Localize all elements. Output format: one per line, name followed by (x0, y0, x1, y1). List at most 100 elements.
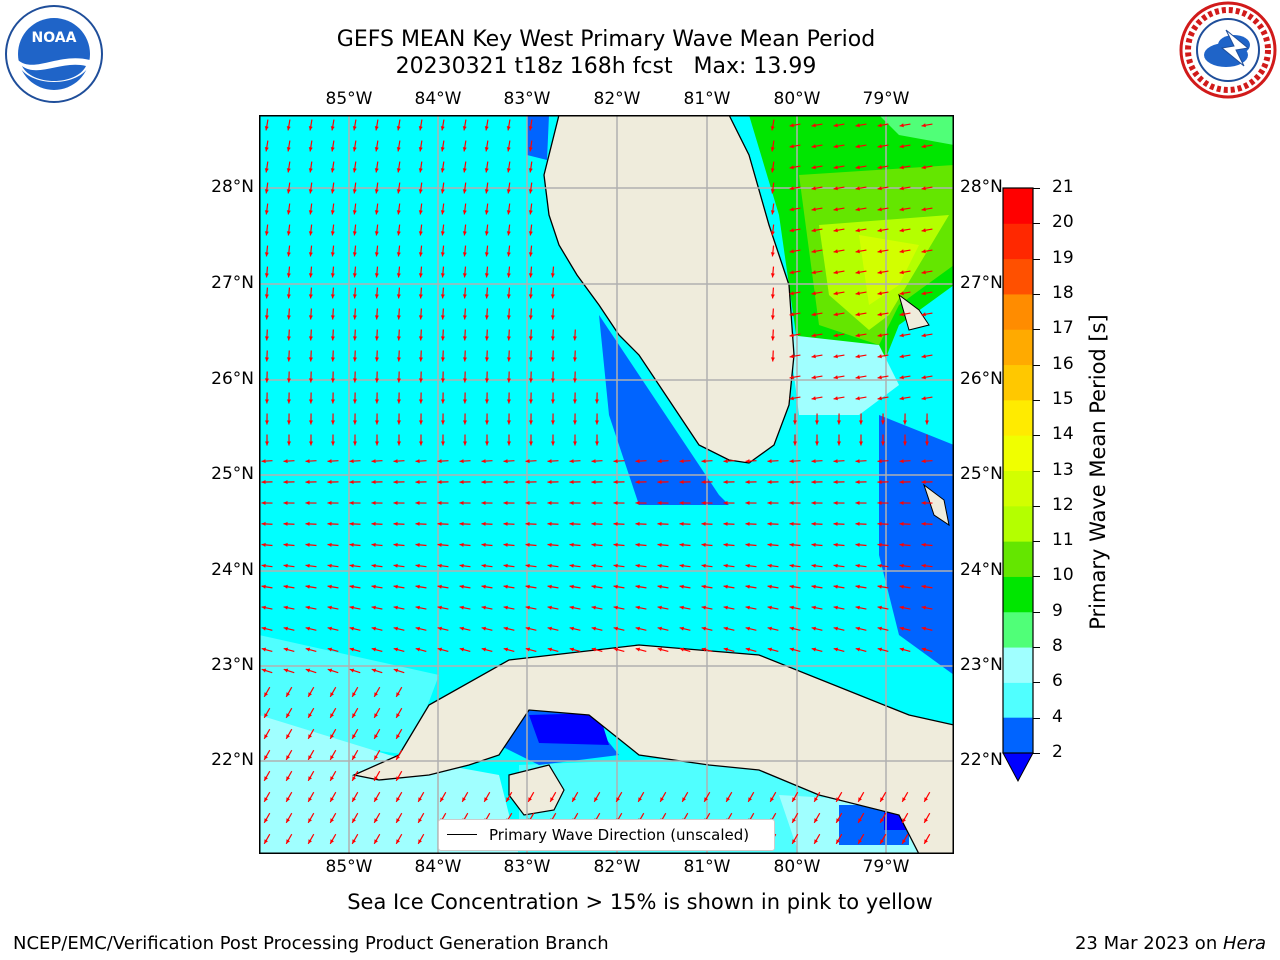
wave-arrow (484, 350, 489, 362)
lat-label-left: 25°N (211, 464, 254, 484)
wave-arrow (855, 459, 867, 464)
wave-arrow (550, 434, 555, 446)
wave-arrow (857, 791, 865, 803)
wave-arrow (858, 434, 863, 446)
wave-arrow (745, 521, 757, 526)
wave-arrow (877, 312, 889, 317)
wave-arrow (396, 371, 401, 383)
wave-arrow (481, 563, 493, 568)
wave-arrow (547, 480, 559, 485)
wave-arrow (418, 350, 423, 362)
wave-arrow (506, 413, 511, 425)
wave-arrow (371, 500, 383, 505)
wave-arrow (415, 459, 427, 464)
wave-arrow (855, 186, 867, 191)
wave-arrow (462, 182, 467, 194)
wave-arrow (305, 668, 317, 674)
wave-arrow (329, 812, 337, 824)
wave-arrow (481, 647, 493, 653)
wave-arrow (396, 182, 401, 194)
wave-arrow (547, 626, 559, 631)
wave-arrow (635, 500, 647, 505)
wave-arrow (921, 542, 933, 547)
wave-arrow (921, 626, 933, 631)
wave-arrow (283, 584, 295, 589)
wave-arrow (902, 434, 907, 446)
wave-arrow (393, 480, 405, 485)
wave-arrow (415, 584, 427, 589)
wave-arrow (327, 563, 339, 568)
wave-arrow (525, 480, 537, 485)
colorbar-tick-mark (1033, 188, 1040, 189)
wave-arrow (572, 350, 577, 362)
wave-arrow (528, 266, 533, 278)
wave-arrow (264, 182, 269, 194)
wave-arrow (833, 480, 845, 485)
wave-arrow (770, 119, 775, 131)
wave-arrow (285, 686, 293, 698)
colorbar-tick-mark (1033, 470, 1040, 472)
lat-label-right: 23°N (960, 655, 1003, 675)
wave-arrow (286, 371, 291, 383)
wave-arrow (415, 626, 427, 631)
wave-arrow (307, 833, 315, 845)
wave-arrow (858, 413, 863, 425)
wave-arrow (613, 521, 625, 526)
wave-arrow (371, 459, 383, 464)
wave-arrow (374, 182, 379, 194)
wave-arrow (855, 207, 867, 212)
wave-arrow (550, 392, 555, 404)
wave-arrow (591, 521, 603, 526)
wave-arrow (613, 584, 625, 589)
wave-arrow (261, 584, 273, 589)
wave-arrow (899, 396, 911, 401)
wave-arrow (657, 605, 669, 610)
wave-arrow (459, 480, 471, 485)
wave-arrow (327, 647, 339, 653)
wave-arrow (811, 521, 823, 526)
wave-arrow (899, 144, 911, 149)
lon-label-top: 81°W (683, 89, 731, 109)
wave-arrow (833, 123, 845, 128)
wave-arrow (855, 396, 867, 401)
wave-arrow (462, 308, 467, 320)
wave-arrow (528, 224, 533, 236)
wave-arrow (418, 266, 423, 278)
wave-arrow (657, 500, 669, 505)
wave-arrow (307, 749, 315, 761)
wave-arrow (263, 812, 271, 824)
wave-arrow (506, 329, 511, 341)
nws-logo (1178, 0, 1278, 100)
wave-arrow (396, 140, 401, 152)
map-title-line1: GEFS MEAN Key West Primary Wave Mean Per… (336, 27, 876, 52)
wave-arrow (371, 480, 383, 485)
wave-arrow (506, 245, 511, 257)
wave-arrow (308, 350, 313, 362)
wave-arrow (264, 140, 269, 152)
wave-arrow (374, 287, 379, 299)
lon-label-top: 79°W (862, 89, 910, 109)
wave-arrow (418, 161, 423, 173)
wave-arrow (264, 287, 269, 299)
wave-arrow (679, 647, 691, 653)
wave-arrow (481, 521, 493, 526)
wave-arrow (327, 626, 339, 631)
wave-arrow (789, 354, 801, 359)
wave-arrow (349, 626, 361, 631)
wave-arrow (396, 392, 401, 404)
wave-arrow (330, 119, 335, 131)
wave-arrow (833, 228, 845, 233)
wave-arrow (811, 123, 823, 128)
wave-arrow (462, 413, 467, 425)
lat-label-left: 28°N (211, 177, 254, 197)
colorbar-tick-label: 13 (1052, 459, 1074, 480)
wave-arrow (770, 329, 775, 341)
wave-arrow (877, 270, 889, 275)
wave-arrow (657, 521, 669, 526)
wave-arrow (462, 287, 467, 299)
wave-arrow (789, 626, 801, 631)
wave-arrow (484, 434, 489, 446)
colorbar-tick-mark (1033, 647, 1040, 649)
wave-arrow (789, 270, 801, 275)
wave-arrow (415, 605, 427, 610)
